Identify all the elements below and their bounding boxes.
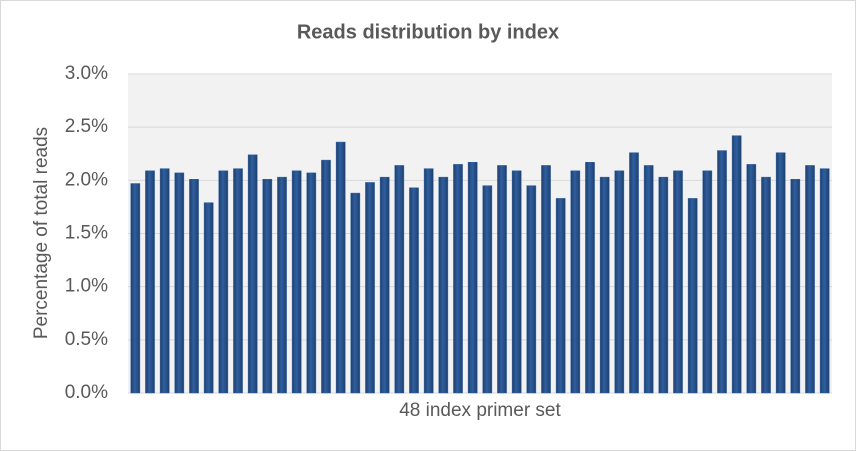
bar (790, 179, 801, 394)
bar (233, 168, 243, 394)
y-tick-label: 1.0% (65, 276, 108, 297)
bar (203, 202, 214, 394)
y-tick-label: 3.0% (65, 63, 108, 84)
y-tick-label: 1.5% (65, 223, 108, 244)
bar (511, 170, 522, 394)
bar (159, 168, 170, 394)
bar (453, 164, 463, 394)
bar (526, 185, 537, 394)
bar (423, 168, 434, 394)
bar (350, 192, 361, 394)
bar (702, 170, 713, 394)
bar (585, 162, 595, 394)
bar (321, 159, 331, 394)
bar (247, 154, 258, 394)
bar (482, 185, 493, 394)
bar (673, 170, 683, 394)
bar (130, 183, 141, 394)
bar (174, 172, 185, 394)
bar (145, 170, 155, 394)
bar (291, 170, 302, 394)
bar (189, 179, 199, 394)
y-axis-label: Percentage of total reads (31, 127, 52, 339)
bar (761, 176, 771, 394)
y-tick-label: 0.0% (65, 382, 108, 403)
bar (599, 176, 610, 394)
bar (629, 152, 639, 394)
bar (687, 198, 698, 394)
bar (262, 179, 273, 394)
bar (541, 165, 551, 394)
bar (497, 165, 507, 394)
bar (658, 176, 669, 394)
bar (805, 165, 815, 394)
bar (731, 135, 742, 394)
bar (746, 164, 757, 394)
bar (570, 170, 581, 394)
bar (365, 182, 375, 394)
bar (218, 170, 229, 394)
bar (643, 165, 654, 394)
bar (306, 172, 317, 394)
bar (717, 150, 727, 394)
x-axis-label: 48 index primer set (399, 400, 561, 421)
chart-title: Reads distribution by index (297, 21, 559, 43)
bar (819, 168, 830, 394)
bar (438, 176, 449, 394)
y-tick-label: 0.5% (65, 329, 108, 350)
y-tick-label: 2.5% (65, 116, 108, 137)
bar (379, 176, 390, 394)
bar (555, 198, 566, 394)
bar (775, 152, 786, 394)
bar (335, 141, 346, 394)
y-tick-label: 2.0% (65, 169, 108, 190)
bar (277, 176, 287, 394)
bar (614, 170, 625, 394)
bar (394, 165, 405, 394)
bar (467, 162, 478, 394)
bar (409, 187, 419, 394)
